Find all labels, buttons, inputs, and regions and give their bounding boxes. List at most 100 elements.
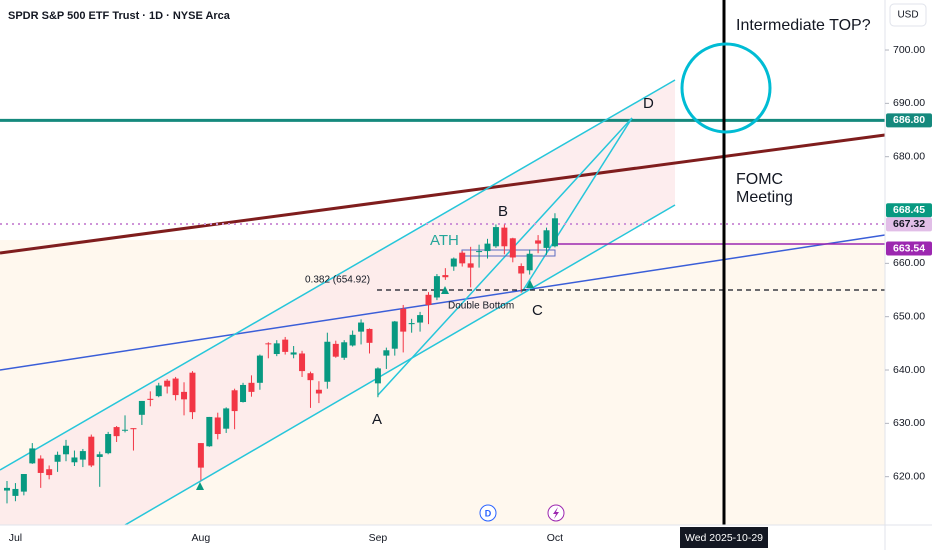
x-tick-label: Aug [192, 532, 211, 544]
channel-line [521, 117, 633, 293]
y-tick-label: 660.00 [893, 257, 925, 269]
dividend-icon[interactable] [479, 504, 497, 522]
y-tick-label: 650.00 [893, 310, 925, 322]
candle-body [122, 429, 129, 431]
annotation: Double Bottom [448, 301, 514, 312]
candle-body [501, 227, 508, 247]
candle-body [282, 339, 289, 352]
x-tick-label: Sep [369, 532, 388, 544]
y-tick-label: 680.00 [893, 150, 925, 162]
price-label: 667.32 [893, 218, 925, 230]
candle-body [138, 400, 145, 415]
annotation: ATH [430, 232, 459, 249]
annotation: Meeting [736, 189, 793, 206]
candle-body [543, 230, 550, 248]
channel-fill [0, 80, 675, 525]
candle-body [526, 253, 533, 271]
candle-body [433, 276, 440, 298]
candle-body [349, 334, 356, 346]
price-label: 686.80 [893, 114, 925, 126]
candle-body [315, 389, 322, 394]
candle-body [96, 454, 103, 457]
y-tick-label: 640.00 [893, 364, 925, 376]
candle-body [197, 443, 204, 468]
candle-body [63, 445, 70, 455]
date-marker-box [680, 527, 768, 548]
candle-body [391, 321, 398, 349]
currency: USD [897, 10, 918, 21]
candle-body [509, 238, 516, 258]
marker [196, 482, 204, 490]
candle-body [172, 378, 179, 396]
candle-body [273, 343, 280, 355]
candle-body [155, 385, 162, 397]
candle-body [12, 488, 19, 496]
price-label-box [886, 113, 932, 128]
candle-body [374, 368, 381, 384]
candle-body [551, 218, 558, 247]
candle-body [383, 350, 390, 356]
candle-body [147, 398, 154, 400]
currency-box[interactable] [889, 3, 927, 27]
candle-body [4, 487, 10, 491]
lightning-icon [553, 507, 559, 519]
candle-body [113, 427, 120, 437]
price-label-box [886, 217, 932, 232]
candle-body [214, 417, 221, 435]
trend-line [0, 133, 886, 255]
price-label-box [886, 241, 932, 256]
x-tick-label: Oct [547, 532, 563, 544]
annotation: FOMC [736, 171, 783, 188]
candle-body [324, 341, 331, 382]
candle-body [181, 391, 188, 400]
candle-body [366, 328, 373, 343]
annotation: B [498, 203, 508, 220]
candle-body [164, 380, 171, 387]
candle-body [248, 382, 255, 392]
marker [526, 280, 534, 288]
candle-body [535, 240, 542, 244]
candle-body [29, 448, 36, 464]
price-label-box [886, 203, 932, 218]
dividend-label: D [485, 508, 492, 518]
candle-body [206, 416, 213, 447]
candle-body [341, 342, 348, 358]
candle-body [417, 315, 424, 323]
candle-body [189, 372, 196, 413]
chart-title: SPDR S&P 500 ETF Trust · 1D · NYSE Arca [8, 10, 231, 22]
annotation: 0.382 (654.92) [305, 275, 370, 286]
price-axis [885, 0, 932, 550]
candle-body [265, 343, 272, 345]
candle-body [256, 355, 263, 383]
channel-line [124, 204, 676, 526]
candle-body [358, 322, 365, 332]
candle-body [299, 353, 306, 372]
candle-body [332, 343, 339, 357]
candle-body [400, 308, 407, 332]
candle-body [476, 251, 483, 253]
candle-body [307, 373, 314, 381]
y-tick-label: 690.00 [893, 97, 925, 109]
annotation: C [532, 302, 543, 319]
candle-body [442, 275, 449, 278]
annotation: A [372, 411, 382, 428]
annotation: D [643, 95, 654, 112]
candle-body [240, 384, 247, 403]
candle-body [484, 243, 491, 252]
candle-body [105, 434, 112, 454]
y-tick-label: 700.00 [893, 44, 925, 56]
candle-body [290, 352, 297, 355]
y-tick-label: 630.00 [893, 417, 925, 429]
candle-body [54, 454, 61, 462]
candle-body [459, 252, 466, 264]
marker [441, 286, 449, 294]
candle-body [223, 408, 230, 429]
channel-line [0, 79, 676, 471]
candles [4, 213, 558, 504]
candle-body [425, 294, 432, 305]
candle-body [20, 474, 27, 492]
trend-line [0, 234, 886, 371]
candle-body [130, 428, 137, 430]
